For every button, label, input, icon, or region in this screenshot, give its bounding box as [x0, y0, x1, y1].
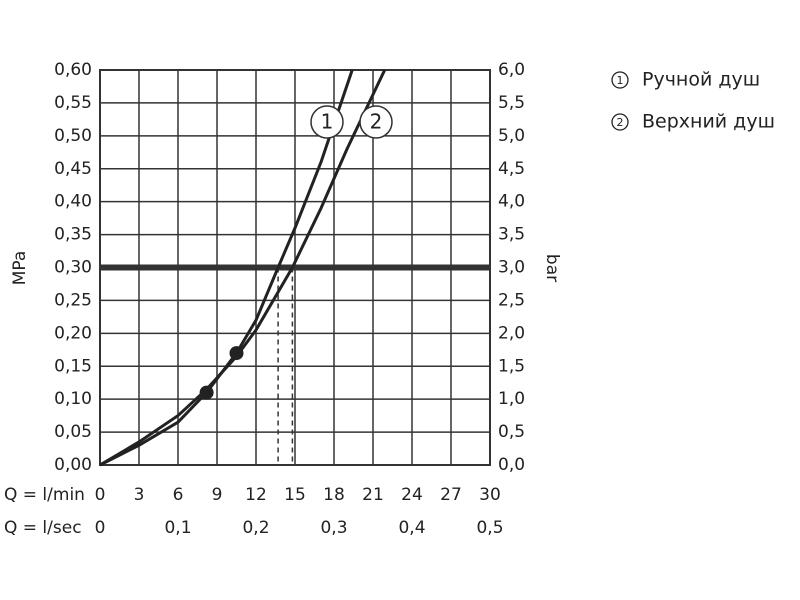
point: [229, 346, 244, 361]
y-tick-label: 0,30: [54, 258, 92, 278]
y-tick-label: 0,55: [54, 93, 92, 113]
x2-tick-label: 0,5: [476, 518, 503, 538]
y-tick-label: 0,10: [54, 389, 92, 409]
y2-tick-label: 2,5: [498, 290, 525, 310]
y-tick-label: 0,15: [54, 356, 92, 376]
curve: [99, 69, 387, 467]
y2-tick-label: 6,0: [498, 60, 525, 80]
y2-tick-label: 0,5: [498, 422, 525, 442]
x-tick-label: 9: [212, 485, 223, 505]
x-tick-label: 0: [95, 485, 106, 505]
x2-tick-label: 0,1: [164, 518, 191, 538]
legend-symbol: [611, 71, 629, 89]
legend-symbol: [611, 113, 629, 131]
legend-symbol-label: 1: [617, 74, 624, 87]
x-tick-label: 27: [440, 485, 462, 505]
y2-tick-label: 2,0: [498, 323, 525, 343]
y2-tick-label: 3,5: [498, 225, 525, 245]
x-tick-label: 6: [173, 485, 184, 505]
y-tick-label: 0,60: [54, 60, 92, 80]
legend-label: Верхний душ: [642, 111, 775, 133]
x-tick-label: 15: [284, 485, 306, 505]
curve-label-circle: [359, 105, 393, 139]
y2-tick-label: 5,5: [498, 93, 525, 113]
y-tick-label: 0,40: [54, 192, 92, 212]
x2-tick-label: 0,4: [398, 518, 425, 538]
legend-symbol-label: 2: [617, 116, 624, 129]
x-tick-label: 24: [401, 485, 423, 505]
y-axis-label: MPa: [10, 251, 30, 286]
y-tick-label: 0,50: [54, 126, 92, 146]
x-tick-label: 18: [323, 485, 345, 505]
x2-axis-label: Q = l/sec: [4, 518, 82, 538]
point: [199, 385, 214, 400]
x-axis-label: Q = l/min: [4, 485, 85, 505]
y-tick-label: 0,35: [54, 225, 92, 245]
curve-label: 1: [321, 110, 334, 134]
curve: [99, 69, 354, 467]
legend-label: Ручной душ: [642, 69, 760, 91]
y-tick-label: 0,00: [54, 455, 92, 475]
curve-label-circle: [310, 105, 344, 139]
y-tick-label: 0,25: [54, 290, 92, 310]
curve-label: 2: [370, 110, 383, 134]
y2-tick-label: 0,0: [498, 455, 525, 475]
x-tick-label: 21: [362, 485, 384, 505]
x-tick-label: 30: [479, 485, 501, 505]
y-tick-label: 0,20: [54, 323, 92, 343]
y2-axis-label: bar: [542, 254, 562, 282]
y2-tick-label: 4,0: [498, 192, 525, 212]
y2-tick-label: 5,0: [498, 126, 525, 146]
y-tick-label: 0,45: [54, 159, 92, 179]
y-tick-label: 0,05: [54, 422, 92, 442]
x2-tick-label: 0: [95, 518, 106, 538]
y2-tick-label: 3,0: [498, 258, 525, 278]
x2-tick-label: 0,2: [242, 518, 269, 538]
x-tick-label: 3: [134, 485, 145, 505]
y2-tick-label: 1,5: [498, 356, 525, 376]
x-tick-label: 12: [245, 485, 267, 505]
y2-tick-label: 1,0: [498, 389, 525, 409]
y2-tick-label: 4,5: [498, 159, 525, 179]
x2-tick-label: 0,3: [320, 518, 347, 538]
